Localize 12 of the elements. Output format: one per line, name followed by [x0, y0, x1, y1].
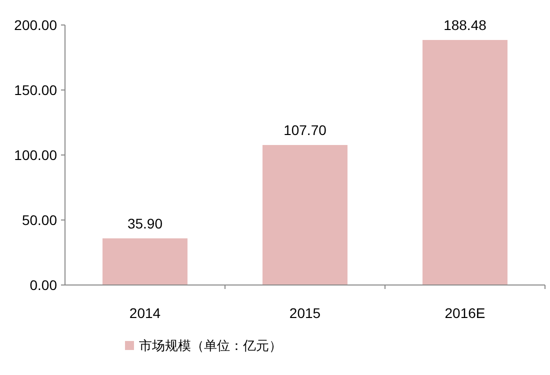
xtick: 2014	[129, 305, 161, 321]
xtick: 2016E	[444, 305, 486, 321]
ytick: 200.00	[14, 17, 57, 33]
data-label: 107.70	[284, 122, 326, 138]
ytick: 100.00	[14, 147, 57, 163]
data-label: 35.90	[127, 215, 163, 232]
data-label: 188.48	[444, 16, 486, 33]
ytick: 150.00	[14, 82, 57, 98]
ytick: 50.00	[22, 212, 57, 228]
xtick: 2015	[289, 305, 321, 321]
legend: 市场规模（单位：亿元）	[139, 338, 282, 353]
ytick: 0.00	[30, 277, 57, 293]
